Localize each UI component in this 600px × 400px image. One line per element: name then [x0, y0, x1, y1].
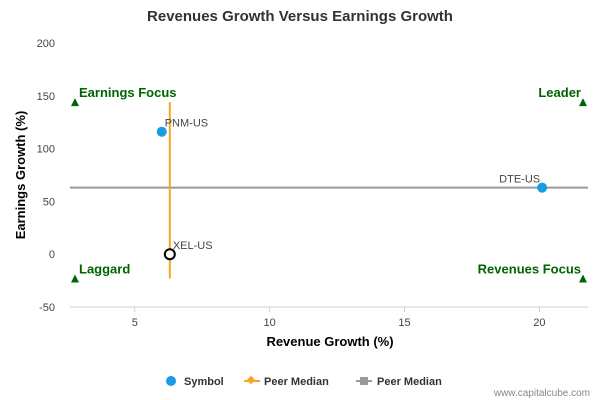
x-tick-label: 10 [264, 317, 276, 329]
legend: Symbol Peer Median Peer Median [166, 375, 442, 388]
quadrant-marker-top-left [71, 98, 79, 107]
point-label-xel-us: XEL-US [173, 240, 213, 252]
quadrant-label-laggard: Laggard [79, 261, 130, 276]
y-tick-label: 150 [37, 91, 55, 103]
quadrant-label-earnings-focus: Earnings Focus [79, 85, 177, 100]
chart-title: Revenues Growth Versus Earnings Growth [147, 8, 453, 25]
legend-symbol-label: Symbol [184, 376, 224, 388]
y-tick-label: 0 [49, 249, 55, 261]
y-tick-label: 200 [37, 38, 55, 50]
quadrant-marker-bottom-left [71, 274, 79, 283]
legend-peer-y-square [360, 377, 368, 385]
point-label-pnm-us: PNM-US [165, 118, 208, 130]
data-points: PNM-US DTE-US XEL-US [156, 118, 548, 261]
point-xel-us[interactable] [163, 248, 176, 261]
legend-symbol-marker [166, 376, 176, 386]
legend-peer-x-diamond [246, 375, 256, 385]
point-dte-us[interactable] [537, 182, 548, 193]
legend-peer-median-x-label: Peer Median [264, 376, 329, 388]
point-label-dte-us: DTE-US [499, 174, 540, 186]
quadrant-markers: Earnings Focus Leader Laggard Revenues Focu… [71, 85, 587, 283]
credit: www.capitalcube.com [493, 388, 590, 399]
quadrant-label-revenues-focus: Revenues Focus [478, 261, 581, 276]
x-tick-label: 20 [533, 317, 545, 329]
x-tick-label: 15 [398, 317, 410, 329]
quadrant-marker-bottom-right [579, 274, 587, 283]
x-tick-label: 5 [132, 317, 138, 329]
x-tick-labels: 5 10 15 20 [132, 307, 546, 329]
quadrant-label-leader: Leader [538, 85, 581, 100]
y-tick-labels: -50 0 50 100 150 200 [37, 38, 55, 314]
point-pnm-us[interactable] [156, 126, 167, 137]
quadrant-marker-top-right [579, 98, 587, 107]
x-axis-title: Revenue Growth (%) [266, 334, 393, 349]
y-tick-label: -50 [39, 302, 55, 314]
y-tick-label: 50 [43, 196, 55, 208]
peer-median-lines [70, 102, 588, 279]
legend-peer-median-y-label: Peer Median [377, 376, 442, 388]
y-axis-title: Earnings Growth (%) [13, 111, 28, 240]
y-tick-label: 100 [37, 144, 55, 156]
